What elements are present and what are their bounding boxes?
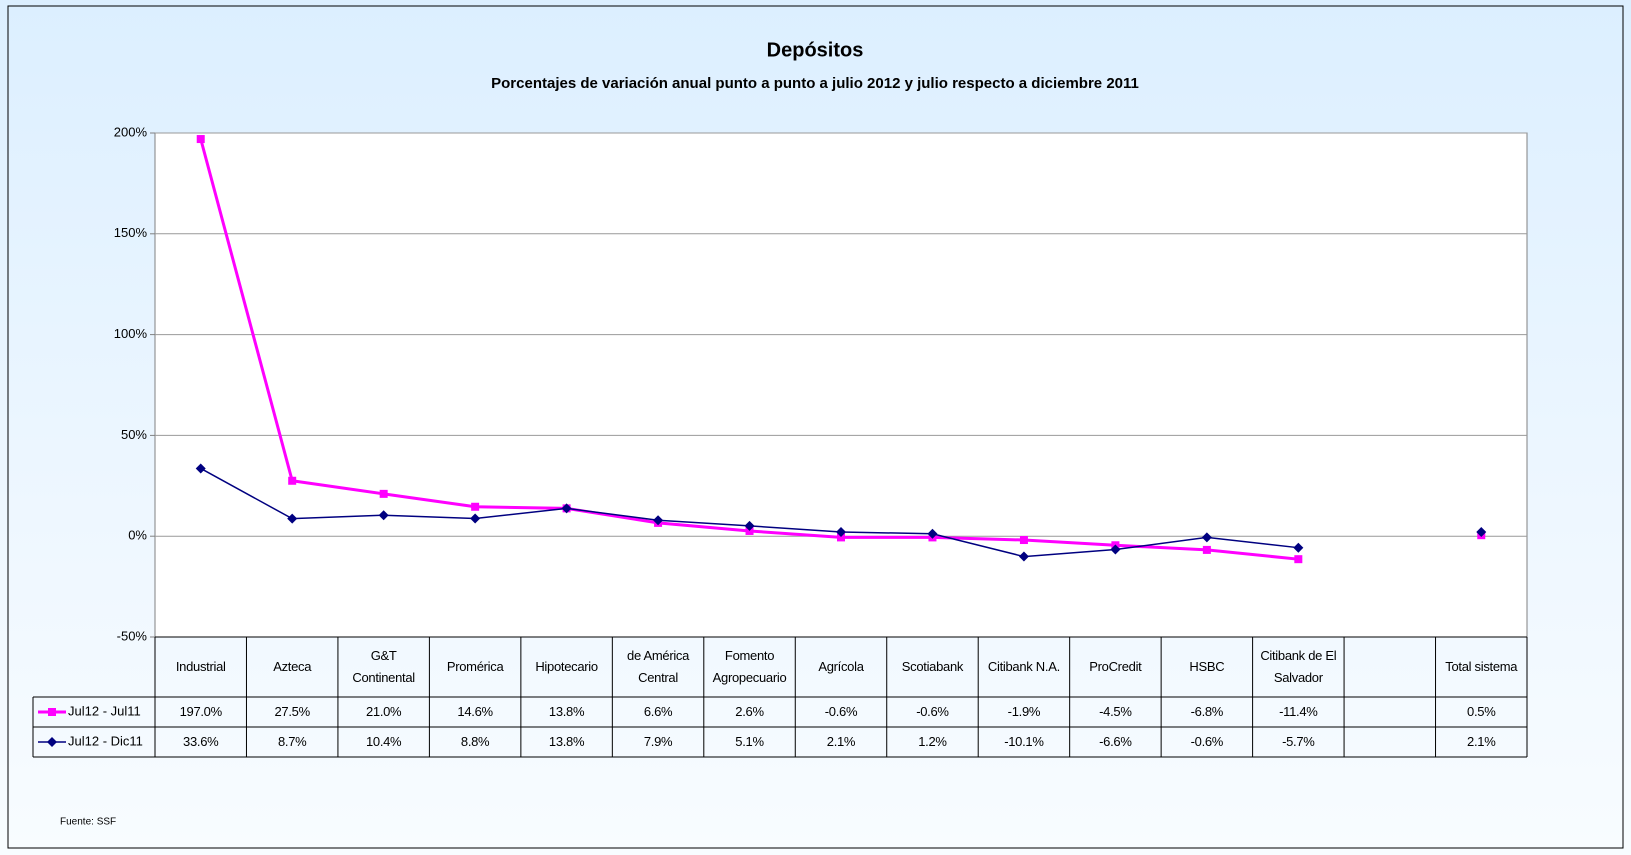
x-tick-label: Industrial (175, 659, 226, 674)
marker (836, 526, 846, 537)
data-label: 5.1% (735, 734, 764, 749)
y-tick-label: 200% (114, 124, 148, 139)
x-tick-label: HSBC (1189, 659, 1225, 674)
data-label: 21.0% (365, 704, 402, 719)
marker (379, 489, 388, 498)
marker (561, 503, 572, 514)
legend-label: Jul12 - Dic11 (68, 733, 143, 748)
chart-subtitle: Porcentajes de variación anual punto a p… (491, 75, 1139, 92)
data-label: 6.6% (643, 704, 673, 719)
x-tick-label: Total sistema (1445, 659, 1518, 674)
marker (471, 502, 480, 511)
data-label: 1.2% (918, 734, 947, 749)
marker (1202, 545, 1211, 554)
x-tick-label: Fomento Agropecuario (712, 648, 787, 685)
data-label: 7.9% (643, 734, 673, 749)
y-tick-label: 150% (114, 225, 148, 240)
x-tick-label: de América Central (627, 648, 690, 685)
x-tick-label: Azteca (273, 659, 312, 674)
data-label: -0.6% (916, 704, 949, 719)
y-tick-label: 0% (128, 528, 147, 543)
y-tick-label: 100% (114, 326, 148, 341)
y-tick-label: -50% (117, 628, 148, 643)
data-label: 8.8% (460, 734, 490, 749)
marker (287, 513, 298, 524)
x-tick-label: Agrícola (818, 659, 864, 674)
data-label: 2.1% (1467, 734, 1496, 749)
chart-title: Depósitos (767, 39, 864, 61)
data-label: 13.8% (548, 734, 585, 749)
data-label: 2.6% (735, 704, 764, 719)
y-tick-label: 50% (121, 427, 147, 442)
marker (1018, 551, 1029, 562)
data-label: 2.1% (826, 734, 856, 749)
marker (196, 135, 205, 144)
x-tick-label: Citibank N.A. (987, 659, 1060, 674)
marker (195, 463, 206, 474)
data-label: 27.5% (274, 704, 310, 719)
marker (378, 510, 389, 521)
data-label: -6.6% (1099, 734, 1132, 749)
marker (48, 708, 56, 716)
x-tick-label: Citibank de El Salvador (1260, 648, 1337, 685)
marker (288, 476, 297, 485)
marker (1110, 544, 1121, 555)
marker (470, 513, 481, 524)
x-tick-label: ProCredit (1089, 659, 1142, 674)
x-tick-label: Hipotecario (535, 659, 598, 674)
source: Fuente: SSF (60, 817, 116, 828)
data-label: -10.1% (1004, 734, 1044, 749)
marker (744, 520, 755, 531)
data-label: 197.0% (179, 704, 223, 719)
marker (47, 737, 57, 747)
data-label: 33.6% (183, 734, 219, 749)
data-label: -1.9% (1007, 704, 1041, 719)
data-label: -0.6% (1190, 734, 1224, 749)
marker (1476, 526, 1487, 537)
marker (1201, 532, 1212, 543)
data-label: -6.8% (1190, 704, 1224, 719)
data-label: 0.5% (1467, 704, 1496, 719)
data-label: 14.6% (457, 704, 493, 719)
data-label: -11.4% (1279, 704, 1318, 719)
x-tick-label: Scotiabank (901, 659, 964, 674)
marker (1019, 536, 1028, 545)
data-label: 8.7% (277, 734, 307, 749)
x-tick-label: G&T Continental (352, 648, 415, 685)
data-label: -0.6% (824, 704, 858, 719)
data-label: -5.7% (1282, 734, 1315, 749)
legend-label: Jul12 - Jul11 (68, 703, 141, 718)
data-label: 13.8% (548, 704, 585, 719)
marker (927, 528, 938, 539)
chart-border (7, 5, 1624, 849)
data-label: 10.4% (365, 734, 402, 749)
x-tick-label: Promérica (446, 659, 504, 674)
marker (745, 526, 754, 535)
data-label: -4.5% (1099, 704, 1132, 719)
marker (1293, 542, 1304, 553)
marker (653, 515, 664, 526)
marker (837, 533, 845, 542)
marker (1294, 555, 1303, 564)
plot-area (154, 132, 1528, 638)
